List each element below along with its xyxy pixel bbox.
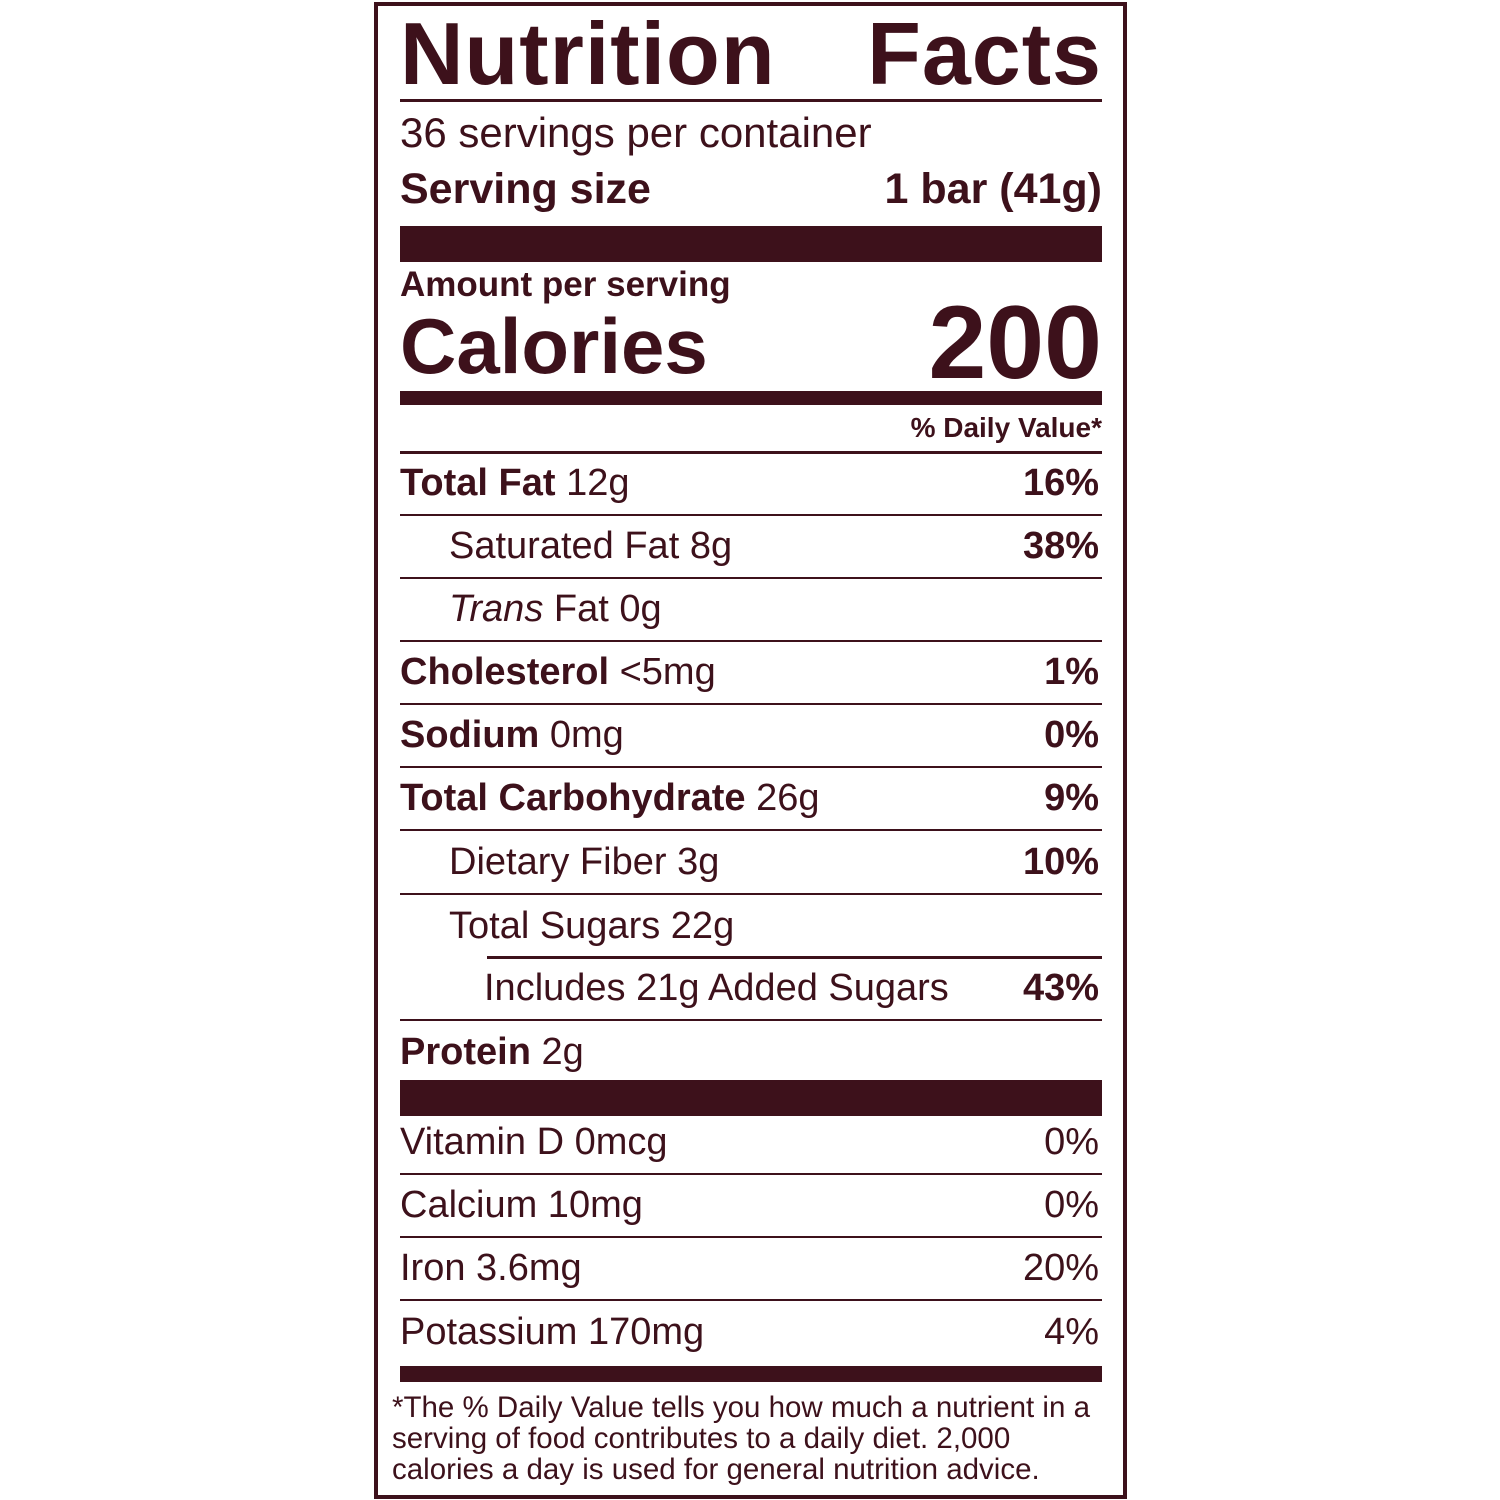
medium-bar — [400, 391, 1102, 405]
amount-per-serving: Amount per serving — [400, 265, 731, 304]
nutrient-row-saturated-fat: Saturated Fat 8g 38% — [400, 516, 1102, 579]
label-border — [374, 2, 1127, 1499]
nutrient-row-sodium: Sodium 0mg 0% — [400, 705, 1102, 768]
thick-bar — [400, 226, 1102, 262]
nutrient-row-dietary-fiber: Dietary Fiber 3g 10% — [400, 832, 1102, 895]
vitamin-row-vitamin-d: Vitamin D 0mcg 0% — [400, 1112, 1102, 1175]
serving-size: Serving size 1 bar (41g) — [400, 163, 1102, 215]
vitamin-row-iron: Iron 3.6mg 20% — [400, 1238, 1102, 1301]
divider — [487, 956, 1102, 959]
vitamin-row-potassium: Potassium 170mg 4% — [400, 1311, 1099, 1353]
divider — [400, 451, 1102, 454]
calories-value: 200 — [928, 285, 1102, 401]
label-title: Nutrition Facts — [400, 8, 1102, 100]
servings-per-container: 36 servings per container — [400, 109, 872, 156]
thick-bar — [400, 1080, 1102, 1116]
divider — [400, 99, 1102, 102]
vitamin-row-calcium: Calcium 10mg 0% — [400, 1175, 1102, 1238]
medium-bar — [400, 1366, 1102, 1382]
title-word-nutrition: Nutrition — [400, 4, 776, 103]
nutrient-row-protein: Protein 2g — [400, 1031, 584, 1073]
calories-row: Calories 200 — [400, 285, 1102, 401]
serving-size-label: Serving size — [400, 165, 651, 213]
nutrient-row-total-sugars: Total Sugars 22g — [449, 905, 735, 947]
nutrient-row-total-fat: Total Fat 12g 16% — [400, 453, 1102, 516]
daily-value-header: % Daily Value* — [910, 412, 1102, 443]
nutrient-row-added-sugars: Includes 21g Added Sugars 43% — [400, 958, 1102, 1021]
nutrient-row-cholesterol: Cholesterol <5mg 1% — [400, 642, 1102, 705]
title-word-facts: Facts — [867, 4, 1102, 103]
serving-size-value: 1 bar (41g) — [884, 165, 1102, 213]
nutrient-row-total-carbohydrate: Total Carbohydrate 26g 9% — [400, 768, 1102, 831]
nutrient-row-trans-fat: Trans Fat 0g — [400, 579, 1102, 642]
calories-label: Calories — [400, 302, 708, 390]
footnote: *The % Daily Value tells you how much a … — [392, 1391, 1090, 1486]
